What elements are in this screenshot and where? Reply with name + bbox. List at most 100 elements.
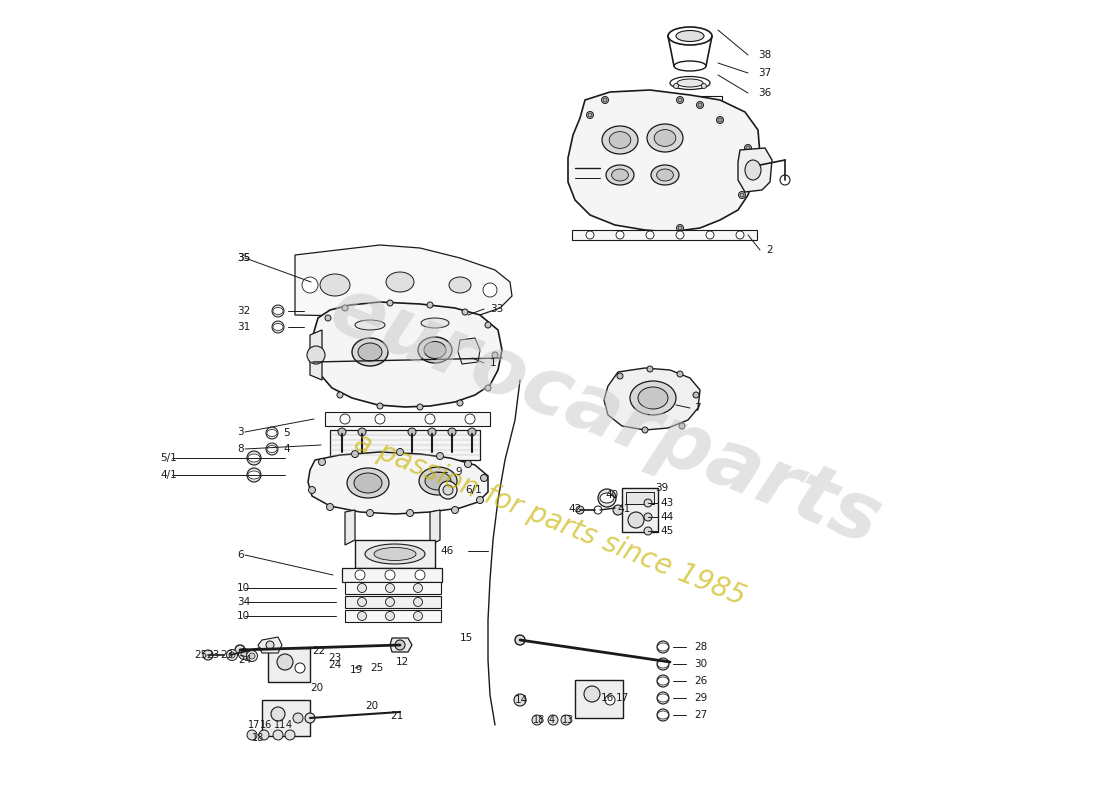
Circle shape: [385, 611, 395, 621]
Text: 34: 34: [236, 597, 251, 607]
Circle shape: [415, 570, 425, 580]
Circle shape: [647, 366, 653, 372]
Text: 1: 1: [490, 358, 496, 368]
Circle shape: [708, 99, 716, 107]
Circle shape: [676, 231, 684, 239]
Text: 6: 6: [236, 550, 243, 560]
Circle shape: [266, 443, 278, 455]
Bar: [355, 540, 434, 568]
Text: 16: 16: [601, 693, 614, 703]
Circle shape: [417, 404, 424, 410]
Text: 10: 10: [236, 583, 250, 593]
Circle shape: [437, 453, 443, 459]
Bar: [324, 412, 490, 426]
Text: 42: 42: [568, 504, 581, 514]
Text: 22: 22: [312, 646, 326, 656]
Circle shape: [427, 302, 433, 308]
Polygon shape: [314, 302, 502, 407]
Circle shape: [355, 570, 365, 580]
Circle shape: [395, 640, 405, 650]
Text: 7: 7: [694, 403, 701, 413]
Circle shape: [305, 713, 315, 723]
Text: 37: 37: [758, 68, 771, 78]
Text: 4: 4: [283, 444, 289, 454]
Circle shape: [428, 428, 436, 436]
Text: 20: 20: [310, 683, 323, 693]
Circle shape: [408, 428, 416, 436]
Circle shape: [586, 111, 594, 118]
Circle shape: [248, 468, 261, 482]
Circle shape: [387, 300, 393, 306]
Text: 11: 11: [274, 720, 286, 730]
Circle shape: [249, 653, 255, 659]
Circle shape: [485, 385, 491, 391]
Circle shape: [338, 428, 346, 436]
Bar: [330, 430, 480, 460]
Bar: [345, 610, 441, 622]
Text: 4: 4: [286, 720, 293, 730]
Text: 32: 32: [236, 306, 251, 316]
Ellipse shape: [658, 711, 669, 719]
Circle shape: [693, 392, 698, 398]
Circle shape: [385, 583, 395, 593]
Text: 39: 39: [654, 483, 669, 493]
Circle shape: [598, 489, 616, 507]
Text: 19: 19: [350, 665, 363, 675]
Text: 18: 18: [534, 715, 546, 725]
Ellipse shape: [657, 169, 673, 181]
Circle shape: [439, 481, 456, 499]
Ellipse shape: [365, 544, 425, 564]
Circle shape: [594, 506, 602, 514]
Ellipse shape: [647, 124, 683, 152]
Circle shape: [375, 414, 385, 424]
Text: 5: 5: [283, 428, 289, 438]
Ellipse shape: [630, 381, 676, 415]
Ellipse shape: [358, 343, 382, 361]
Circle shape: [532, 715, 542, 725]
Circle shape: [448, 428, 456, 436]
Ellipse shape: [612, 169, 628, 181]
Ellipse shape: [248, 454, 260, 462]
Text: 17: 17: [248, 720, 261, 730]
Ellipse shape: [374, 547, 416, 561]
Polygon shape: [308, 452, 488, 514]
Circle shape: [464, 461, 472, 467]
Text: 44: 44: [660, 512, 673, 522]
Circle shape: [514, 694, 526, 706]
Circle shape: [451, 506, 459, 514]
Circle shape: [515, 635, 525, 645]
Bar: [268, 648, 310, 682]
Polygon shape: [345, 510, 355, 545]
Circle shape: [327, 503, 333, 510]
Text: 29: 29: [694, 693, 707, 703]
Circle shape: [657, 709, 669, 721]
Ellipse shape: [267, 430, 277, 437]
Bar: [345, 582, 441, 594]
Text: 33: 33: [490, 304, 504, 314]
Text: 23: 23: [220, 650, 233, 660]
Polygon shape: [568, 90, 760, 232]
Circle shape: [476, 497, 484, 503]
Text: 16: 16: [260, 720, 273, 730]
Ellipse shape: [355, 320, 385, 330]
Text: 3: 3: [236, 427, 243, 437]
Text: 12: 12: [396, 657, 409, 667]
Bar: [572, 230, 757, 240]
Text: 9: 9: [455, 467, 462, 477]
Ellipse shape: [267, 446, 277, 453]
Text: 14: 14: [515, 695, 528, 705]
Circle shape: [657, 641, 669, 653]
Circle shape: [246, 650, 257, 662]
Circle shape: [271, 707, 285, 721]
Circle shape: [272, 305, 284, 317]
Polygon shape: [658, 96, 722, 110]
Circle shape: [366, 510, 374, 517]
Circle shape: [358, 598, 366, 606]
Circle shape: [746, 146, 750, 150]
Ellipse shape: [425, 472, 451, 490]
Circle shape: [605, 695, 615, 705]
Circle shape: [588, 113, 592, 117]
Text: 25: 25: [370, 663, 383, 673]
Circle shape: [673, 83, 679, 89]
Polygon shape: [258, 637, 282, 653]
